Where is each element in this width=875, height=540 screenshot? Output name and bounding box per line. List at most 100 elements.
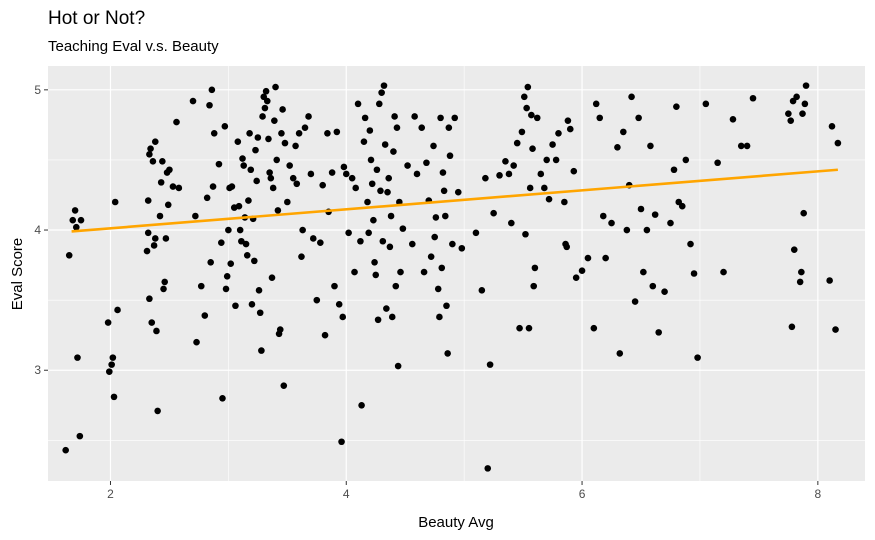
data-point — [528, 111, 535, 119]
data-point — [802, 82, 810, 89]
data-point — [203, 194, 211, 202]
data-point — [379, 237, 387, 245]
data-point — [148, 319, 156, 326]
x-tick-label: 8 — [814, 487, 821, 501]
data-point — [702, 100, 710, 108]
data-point — [420, 268, 428, 276]
data-point — [317, 239, 324, 246]
data-point — [524, 83, 532, 91]
data-point — [383, 305, 390, 312]
data-point — [390, 148, 397, 155]
data-point — [266, 169, 273, 176]
data-point — [151, 138, 159, 146]
data-point — [647, 142, 654, 150]
data-point — [154, 407, 161, 415]
data-point — [635, 114, 642, 122]
data-point — [150, 242, 158, 249]
trend-line-group — [71, 168, 838, 233]
data-point — [384, 188, 391, 196]
data-point — [252, 146, 259, 154]
data-point — [65, 251, 73, 259]
data-point — [516, 324, 523, 332]
data-point — [430, 142, 437, 150]
data-point — [365, 229, 372, 237]
data-point — [393, 124, 401, 131]
data-point — [552, 156, 560, 164]
data-point — [72, 223, 80, 231]
data-point — [510, 162, 517, 169]
data-point — [159, 158, 166, 165]
chart-title: Hot or Not? — [48, 8, 146, 29]
data-point — [324, 129, 331, 137]
data-point — [661, 288, 668, 296]
data-point — [209, 183, 217, 190]
data-point — [832, 326, 839, 333]
data-point — [522, 230, 529, 238]
data-point — [147, 145, 154, 153]
data-point — [592, 100, 600, 108]
data-point — [345, 229, 352, 237]
data-point — [289, 174, 297, 182]
data-point — [189, 97, 197, 105]
data-point — [543, 156, 550, 164]
data-point — [286, 162, 293, 169]
data-point — [549, 141, 556, 148]
data-point — [472, 229, 480, 237]
data-point — [321, 331, 329, 339]
data-point — [208, 86, 216, 94]
data-point — [143, 247, 151, 255]
y-tick-label: 5 — [34, 83, 41, 97]
data-point — [545, 195, 553, 203]
data-point — [478, 287, 486, 294]
data-point — [628, 93, 635, 101]
data-point — [215, 160, 223, 168]
data-point — [555, 129, 562, 137]
data-point — [267, 174, 275, 182]
data-point — [623, 226, 631, 234]
data-point — [319, 181, 326, 189]
data-point — [374, 316, 382, 324]
data-point — [151, 235, 159, 242]
data-point — [342, 170, 350, 178]
data-point — [631, 298, 639, 305]
data-point — [397, 268, 404, 276]
data-point — [486, 361, 494, 368]
data-point — [225, 226, 232, 234]
data-point — [153, 327, 160, 335]
data-point — [454, 188, 462, 196]
data-point — [649, 282, 657, 290]
data-point — [253, 177, 260, 185]
data-point — [387, 212, 395, 220]
data-point — [370, 216, 377, 224]
data-point — [110, 393, 118, 401]
y-axis: 3 4 5 — [34, 83, 48, 377]
data-point — [192, 212, 199, 220]
data-point — [352, 184, 360, 192]
data-point — [251, 257, 258, 265]
data-point — [106, 368, 113, 375]
data-point — [276, 326, 284, 333]
data-point — [526, 184, 534, 192]
major-gridlines — [48, 66, 865, 481]
data-point — [423, 159, 430, 167]
data-point — [446, 152, 454, 160]
data-point — [523, 104, 530, 112]
data-point — [440, 187, 448, 195]
data-point — [570, 167, 578, 175]
data-point — [218, 239, 225, 246]
data-point — [149, 158, 157, 165]
data-point — [114, 306, 121, 314]
data-point — [239, 155, 246, 162]
data-point — [720, 268, 727, 276]
data-point — [411, 113, 418, 120]
data-point — [305, 113, 312, 120]
data-point — [366, 127, 374, 134]
y-tick-label: 3 — [34, 363, 41, 377]
data-point — [533, 114, 541, 122]
data-point — [388, 313, 396, 321]
data-point — [236, 226, 244, 234]
data-point — [502, 158, 509, 165]
data-point — [787, 117, 795, 124]
data-point — [834, 139, 842, 147]
data-point — [427, 253, 435, 260]
